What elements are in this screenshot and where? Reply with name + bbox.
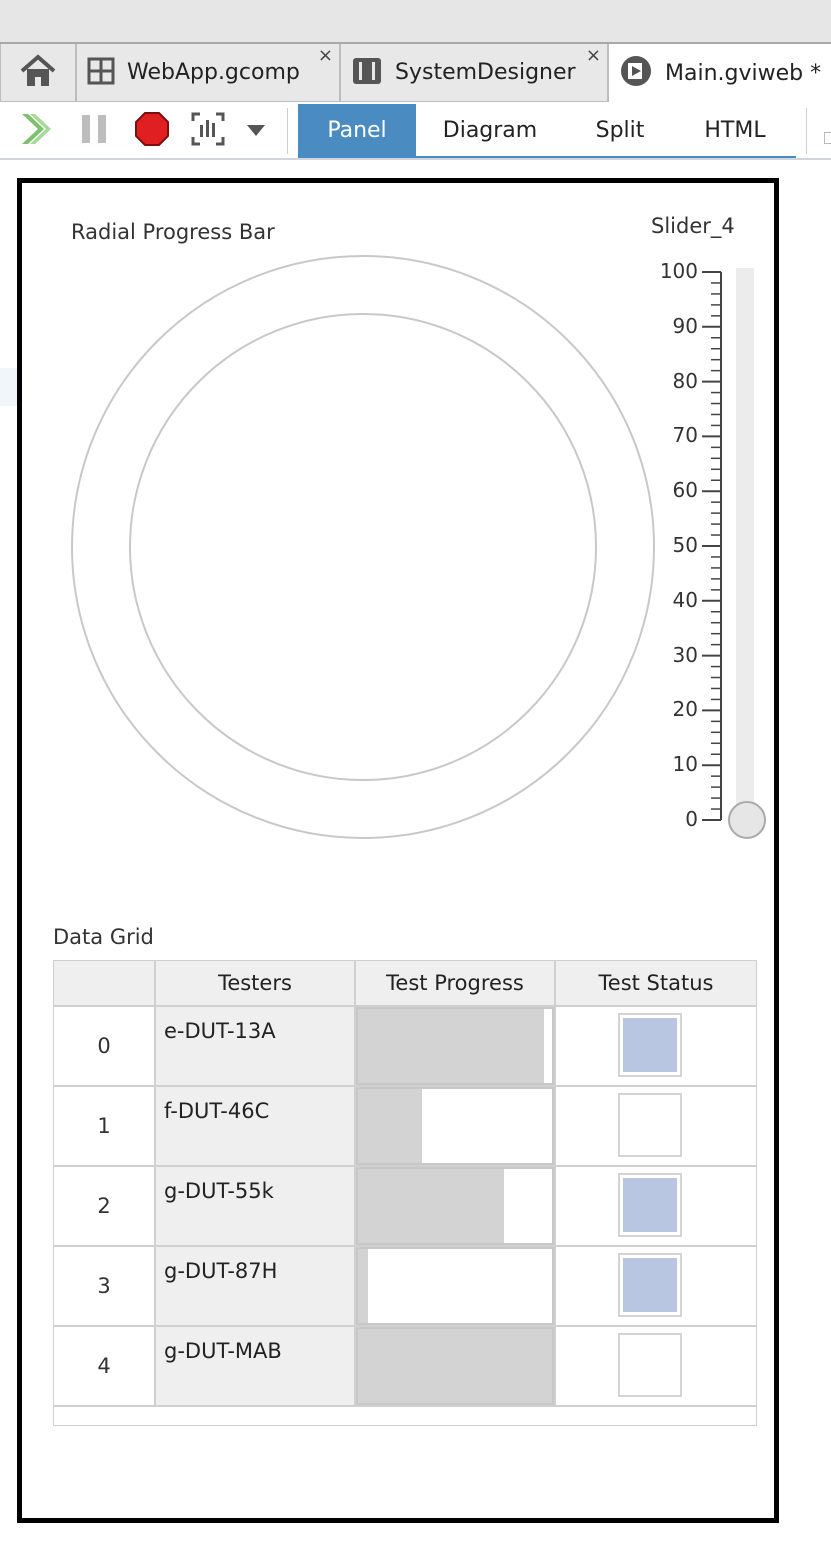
tab-html[interactable]: HTML (704, 117, 766, 143)
table-row[interactable]: 3 g-DUT-87H (54, 1247, 756, 1327)
test-status-cell[interactable] (556, 1327, 756, 1407)
tab-webapp-gcomp[interactable]: WebApp.gcomp × (76, 44, 340, 102)
slider-tick-label: 90 (672, 313, 698, 338)
progress-bar-fill (358, 1089, 423, 1163)
slider-tick-label: 40 (672, 587, 698, 612)
run-icon (18, 111, 54, 151)
tester-cell[interactable]: g-DUT-87H (156, 1247, 356, 1327)
tab-panel[interactable]: Panel (298, 104, 416, 156)
test-progress-cell[interactable] (356, 1247, 556, 1327)
slider-tick-label: 0 (685, 807, 698, 831)
slider-tick-label: 50 (672, 533, 698, 557)
probe-button[interactable] (188, 111, 228, 151)
row-index-cell: 3 (54, 1247, 156, 1327)
toolbar-divider (806, 108, 807, 154)
tester-cell[interactable]: g-DUT-55k (156, 1167, 356, 1247)
table-row[interactable]: 4 g-DUT-MAB (54, 1327, 756, 1407)
tab-diagram[interactable]: Diagram (442, 117, 538, 143)
radial-progress-label: Radial Progress Bar (71, 220, 275, 244)
grid-header-row: Testers Test Progress Test Status (54, 961, 756, 1007)
test-progress-cell[interactable] (356, 1167, 556, 1247)
test-progress-cell[interactable] (356, 1327, 556, 1407)
close-icon[interactable]: × (317, 45, 333, 66)
progress-bar-fill (358, 1169, 504, 1243)
document-tab-strip: WebApp.gcomp × SystemDesigner × Main.gvi… (0, 42, 831, 102)
grid-icon (87, 57, 115, 89)
slider-tick-label: 80 (672, 368, 698, 393)
row-index-cell: 1 (54, 1087, 156, 1167)
tester-cell[interactable]: e-DUT-13A (156, 1007, 356, 1087)
slider-tick-label: 60 (672, 478, 698, 503)
pause-button[interactable] (74, 111, 114, 151)
progress-bar (356, 1247, 554, 1325)
slider-tick-label: 70 (672, 423, 698, 448)
grid-header-test-progress[interactable]: Test Progress (356, 961, 556, 1007)
stop-icon (134, 111, 170, 151)
tab-home[interactable] (0, 44, 76, 102)
home-icon (19, 53, 57, 93)
overflow-icon[interactable] (824, 132, 831, 144)
test-progress-cell[interactable] (356, 1007, 556, 1087)
slider-tick-label: 100 (659, 259, 698, 283)
probe-icon (190, 111, 226, 151)
status-indicator[interactable] (618, 1173, 682, 1237)
toolbar-divider (287, 108, 288, 154)
table-row[interactable]: 2 g-DUT-55k (54, 1167, 756, 1247)
system-icon (351, 56, 383, 90)
radial-progress-bar[interactable] (70, 254, 656, 840)
toolbar-dropdown-button[interactable] (236, 111, 276, 151)
grid-header-index (54, 961, 156, 1007)
slider-tick-label: 20 (672, 697, 698, 722)
row-index-cell: 0 (54, 1007, 156, 1087)
pause-icon (79, 112, 109, 150)
table-row[interactable]: 0 e-DUT-13A (54, 1007, 756, 1087)
tab-label: Main.gviweb * (665, 60, 822, 86)
tester-cell[interactable]: f-DUT-46C (156, 1087, 356, 1167)
stop-button[interactable] (132, 111, 172, 151)
test-status-cell[interactable] (556, 1087, 756, 1167)
slider-tick-label: 30 (672, 642, 698, 667)
progress-bar-fill (358, 1009, 545, 1083)
row-index-cell: 2 (54, 1167, 156, 1247)
slider-thumb[interactable] (728, 801, 766, 839)
progress-bar-fill (358, 1249, 368, 1323)
run-button[interactable] (16, 111, 56, 151)
vertical-slider[interactable] (640, 256, 770, 846)
tab-main-gviweb[interactable]: Main.gviweb * (608, 44, 831, 102)
data-grid[interactable]: Testers Test Progress Test Status 0 e-DUT… (53, 960, 757, 1426)
data-grid-label: Data Grid (53, 925, 154, 949)
row-index-cell: 4 (54, 1327, 156, 1407)
test-status-cell[interactable] (556, 1167, 756, 1247)
slider-label: Slider_4 (651, 214, 735, 238)
grid-header-testers[interactable]: Testers (156, 961, 356, 1007)
test-status-cell[interactable] (556, 1007, 756, 1087)
tester-cell[interactable]: g-DUT-MAB (156, 1327, 356, 1407)
tab-systemdesigner[interactable]: SystemDesigner × (340, 44, 608, 102)
editor-toolbar: Panel Diagram Split HTML (0, 102, 831, 160)
progress-bar (356, 1087, 554, 1165)
status-indicator[interactable] (618, 1013, 682, 1077)
status-indicator[interactable] (618, 1093, 682, 1157)
tab-split[interactable]: Split (595, 117, 645, 143)
progress-bar (356, 1007, 554, 1085)
progress-bar (356, 1167, 554, 1245)
play-doc-icon (619, 54, 653, 92)
close-icon[interactable]: × (585, 45, 601, 66)
slider-track[interactable] (736, 268, 754, 828)
window-top-bar (0, 0, 831, 42)
view-tab-underline (298, 156, 796, 158)
tab-label: SystemDesigner (395, 60, 576, 85)
status-indicator[interactable] (618, 1333, 682, 1397)
status-indicator[interactable] (618, 1253, 682, 1317)
slider-tick-label: 10 (672, 752, 698, 777)
test-progress-cell[interactable] (356, 1087, 556, 1167)
progress-bar (356, 1327, 554, 1405)
tab-label: WebApp.gcomp (127, 60, 300, 85)
test-status-cell[interactable] (556, 1247, 756, 1327)
table-row[interactable]: 1 f-DUT-46C (54, 1087, 756, 1167)
grid-header-test-status[interactable]: Test Status (556, 961, 756, 1007)
progress-bar-fill (358, 1329, 552, 1403)
dropdown-arrow-icon (246, 122, 266, 141)
